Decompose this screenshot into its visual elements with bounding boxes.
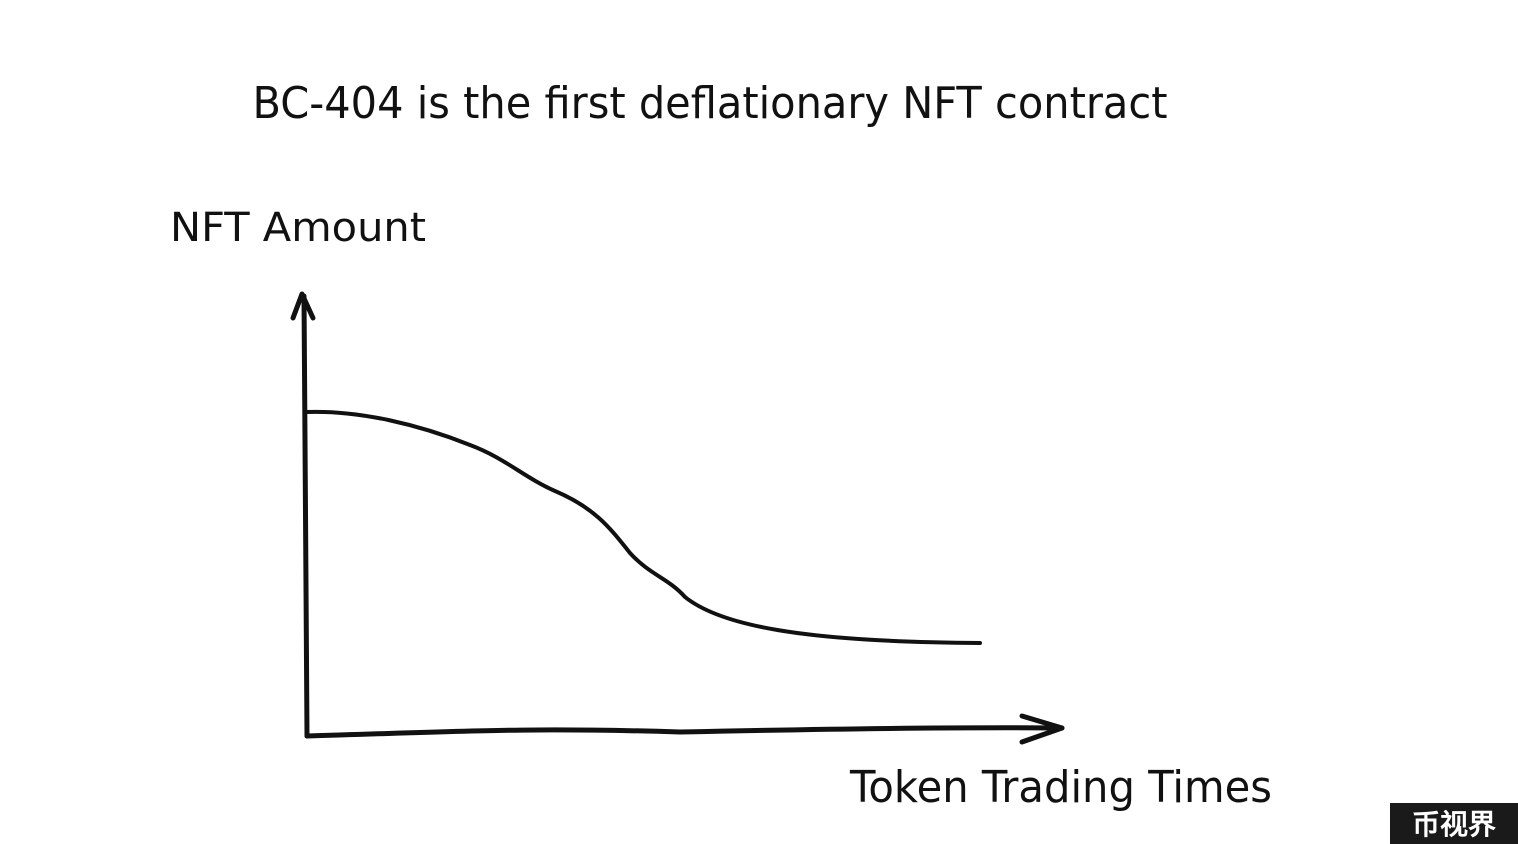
watermark: 币视界	[1412, 808, 1496, 841]
x-axis-label: Token Trading Times	[849, 762, 1272, 813]
y-axis-label: NFT Amount	[170, 205, 426, 251]
y-axis	[301, 293, 310, 739]
watermark-box	[1390, 803, 1518, 844]
trend-curve	[304, 409, 982, 645]
y-axis-arrow	[290, 291, 316, 321]
x-axis	[304, 725, 1065, 739]
title: BC-404 is the first deflationary NFT con…	[253, 78, 1168, 129]
axes	[290, 291, 1065, 745]
x-axis-arrow	[1019, 713, 1065, 745]
